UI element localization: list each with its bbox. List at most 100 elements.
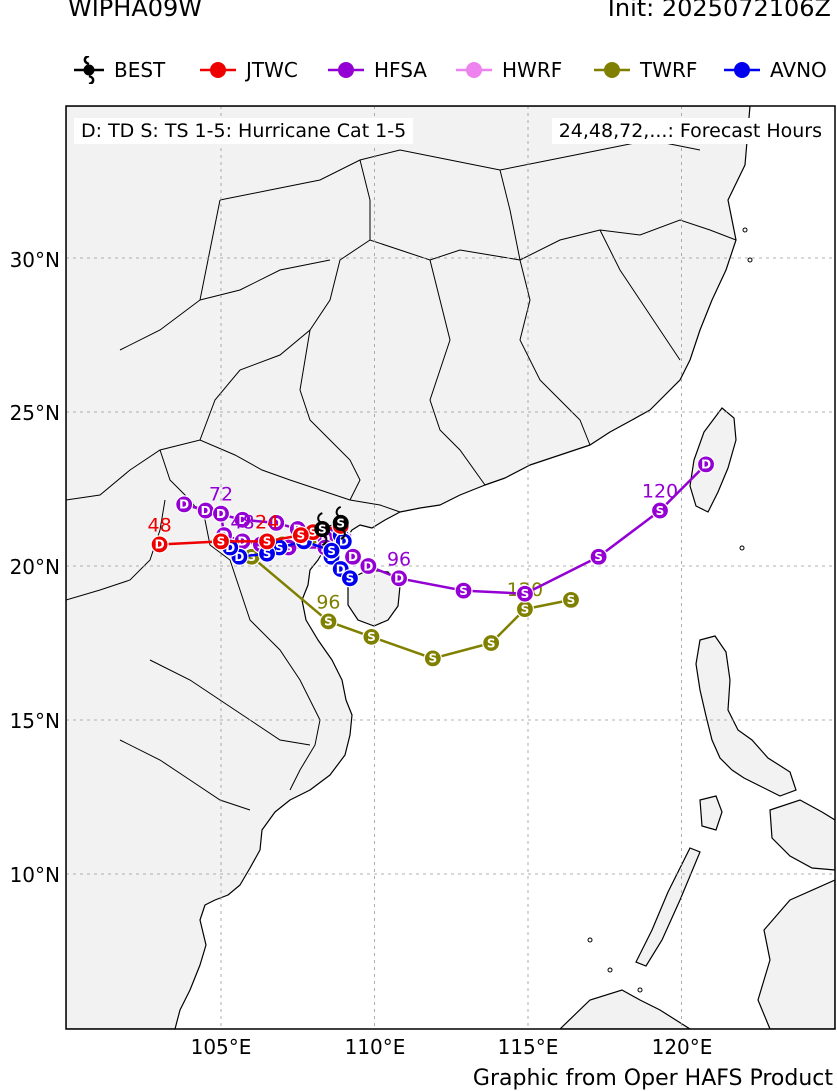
jtwc-forecast-hour-label: 48 bbox=[148, 514, 172, 536]
jtwc-point-marker bbox=[150, 535, 169, 554]
avno-track-point: S bbox=[340, 569, 360, 588]
avno-point-category: D bbox=[339, 535, 349, 549]
jtwc-point-marker bbox=[291, 526, 310, 545]
jtwc-track-point: D 48 bbox=[148, 514, 172, 554]
hfsa-point-category: D bbox=[363, 559, 373, 573]
best-track-typhoon-icon: S bbox=[314, 512, 331, 546]
legend-item-hfsa: HFSA bbox=[326, 56, 427, 84]
twrf-track-point: S bbox=[362, 627, 381, 646]
legend-label: JTWC bbox=[246, 58, 298, 82]
legend-label: TWRF bbox=[640, 58, 698, 82]
hfsa-point-marker bbox=[233, 510, 252, 529]
small-islands bbox=[587, 227, 753, 993]
hfsa-point-category: D bbox=[394, 572, 404, 586]
twrf-point-category: S bbox=[567, 593, 576, 607]
hfsa-track-point: D bbox=[359, 556, 378, 576]
hfsa-point-marker bbox=[211, 504, 231, 523]
typhoon-icon bbox=[74, 56, 104, 84]
hfsa-track-point: S bbox=[454, 581, 473, 600]
intensity-key-box: D: TD S: TS 1-5: Hurricane Cat 1-5 bbox=[74, 118, 414, 144]
jtwc-track-point: S bbox=[291, 526, 310, 545]
avno-point-category: D bbox=[225, 541, 235, 555]
avno-point-category: S bbox=[263, 547, 272, 561]
jtwc-point-category: D bbox=[155, 538, 165, 552]
hfsa-point-marker bbox=[454, 581, 473, 600]
twrf-point-category: S bbox=[521, 602, 530, 616]
hfsa-track-point: D72 bbox=[209, 484, 233, 523]
twrf-point-marker bbox=[423, 649, 442, 668]
legend-marker-icon bbox=[328, 62, 364, 78]
avno-point-category: S bbox=[275, 541, 284, 555]
visayas-islands bbox=[769, 799, 835, 871]
legend-marker-icon bbox=[724, 62, 760, 78]
lat-tick-30: 30°N bbox=[10, 248, 60, 272]
storm-id-title: WIPHA09W bbox=[68, 0, 203, 22]
init-time-label: Init: 2025072106Z bbox=[607, 0, 831, 22]
twrf-point-marker bbox=[362, 627, 381, 646]
hfsa-track-point: S bbox=[589, 547, 608, 566]
hfsa-point-marker bbox=[343, 547, 363, 566]
jtwc-point-category: S bbox=[217, 535, 226, 549]
hfsa-point-marker bbox=[650, 501, 670, 520]
hfsa-forecast-hour-label: 72 bbox=[209, 484, 233, 506]
longitude-ticks: 105°E 110°E 115°E 120°E bbox=[191, 1035, 713, 1059]
hfsa-point-marker bbox=[267, 513, 286, 532]
twrf-point-category: S bbox=[367, 630, 376, 644]
forecast-hours-key-box: 24,48,72,...: Forecast Hours bbox=[551, 118, 829, 144]
hfsa-track-point: D bbox=[233, 510, 252, 529]
legend-item-best: BEST bbox=[72, 56, 165, 84]
twrf-point-category: S bbox=[247, 550, 256, 564]
avno-track-point: S bbox=[257, 544, 277, 563]
hfsa-point-category: D bbox=[348, 550, 358, 564]
twrf-point-marker bbox=[482, 633, 501, 653]
legend-marker-icon bbox=[456, 62, 492, 78]
lon-tick-110: 110°E bbox=[345, 1035, 406, 1059]
twrf-point-category: S bbox=[429, 652, 438, 666]
best-track-symbols: S S bbox=[314, 505, 349, 546]
twrf-point-category: S bbox=[487, 636, 496, 650]
hfsa-point-category: S bbox=[284, 541, 293, 555]
legend-item-hwrf: HWRF bbox=[454, 56, 562, 84]
jtwc-point-category: S bbox=[296, 529, 305, 543]
jtwc-track-point: S 24 bbox=[255, 511, 279, 551]
map-frame bbox=[65, 105, 836, 1030]
avno-track-point: S bbox=[322, 541, 341, 560]
mindanao-island bbox=[757, 879, 835, 1029]
twrf-point-category: S bbox=[324, 615, 333, 629]
best-track-typhoon-icon: S bbox=[332, 505, 349, 540]
avno-point-category: D bbox=[336, 562, 346, 576]
jtwc-point-category: S bbox=[263, 535, 272, 549]
twrf-track-point: S bbox=[482, 633, 501, 653]
hfsa-forecast-hour-label: 120 bbox=[642, 481, 678, 503]
legend: BEST JTWC HFSA HWRF TWRF AVNO bbox=[0, 56, 837, 84]
jtwc-forecast-hour-label: 24 bbox=[255, 511, 279, 533]
hfsa-point-marker bbox=[696, 455, 716, 474]
lon-tick-105: 105°E bbox=[191, 1035, 252, 1059]
twrf-track-point: S bbox=[561, 590, 581, 609]
avno-point-category: D bbox=[234, 550, 244, 564]
lon-tick-120: 120°E bbox=[652, 1035, 713, 1059]
hfsa-point-marker bbox=[389, 569, 409, 588]
legend-label: HFSA bbox=[374, 58, 427, 82]
hfsa-point-marker bbox=[589, 547, 608, 566]
luzon-island bbox=[695, 635, 797, 797]
legend-item-jtwc: JTWC bbox=[198, 56, 298, 84]
jtwc-point-category: S bbox=[309, 525, 318, 539]
hfsa-point-category: S bbox=[656, 504, 665, 518]
twrf-point-marker bbox=[561, 590, 581, 609]
palawan-island bbox=[635, 847, 701, 967]
jtwc-point-marker bbox=[257, 532, 277, 551]
hfsa-point-category: D bbox=[701, 458, 711, 472]
mindoro-island bbox=[699, 795, 723, 831]
hfsa-point-marker bbox=[175, 495, 194, 514]
hfsa-point-category: D bbox=[238, 513, 248, 527]
legend-marker-icon bbox=[594, 62, 630, 78]
hfsa-track-point: D 96 bbox=[387, 548, 411, 588]
hfsa-point-category: D bbox=[179, 498, 189, 512]
hfsa-point-category: S bbox=[594, 550, 603, 564]
legend-item-twrf: TWRF bbox=[592, 56, 697, 84]
mainland-land bbox=[66, 106, 751, 1029]
hfsa-point-category: D bbox=[201, 504, 211, 518]
lat-tick-10: 10°N bbox=[10, 863, 60, 887]
